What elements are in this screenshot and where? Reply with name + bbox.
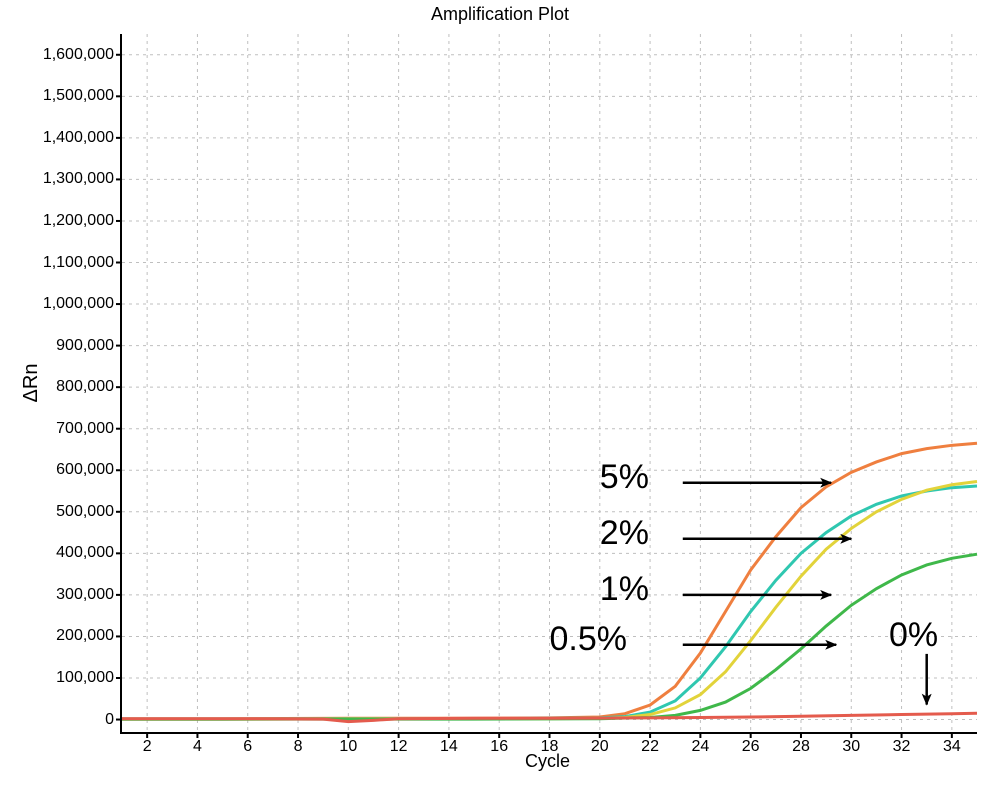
x-tick-label: 28 — [792, 732, 810, 756]
y-tick-label: 900,000 — [56, 337, 122, 355]
y-tick-label: 200,000 — [56, 627, 122, 645]
annotation-label: 5% — [600, 458, 649, 497]
x-tick-label: 30 — [842, 732, 860, 756]
plot-area: 0100,000200,000300,000400,000500,000600,… — [120, 34, 977, 734]
x-tick-label: 10 — [339, 732, 357, 756]
y-tick-label: 100,000 — [56, 669, 122, 687]
x-tick-label: 6 — [243, 732, 252, 756]
amplification-plot: Amplification Plot ΔRn Cycle 0100,000200… — [0, 0, 1000, 793]
y-tick-label: 400,000 — [56, 544, 122, 562]
y-tick-label: 1,000,000 — [43, 295, 122, 313]
x-tick-label: 20 — [591, 732, 609, 756]
x-tick-label: 12 — [390, 732, 408, 756]
x-tick-label: 16 — [490, 732, 508, 756]
y-tick-label: 1,300,000 — [43, 170, 122, 188]
x-tick-label: 34 — [943, 732, 961, 756]
x-tick-label: 26 — [742, 732, 760, 756]
y-tick-label: 500,000 — [56, 503, 122, 521]
x-tick-label: 22 — [641, 732, 659, 756]
x-tick-label: 32 — [893, 732, 911, 756]
y-tick-label: 1,200,000 — [43, 212, 122, 230]
y-tick-label: 1,100,000 — [43, 254, 122, 272]
y-tick-label: 300,000 — [56, 586, 122, 604]
x-tick-label: 8 — [294, 732, 303, 756]
y-tick-label: 0 — [105, 711, 122, 729]
x-tick-label: 4 — [193, 732, 202, 756]
annotation-label: 1% — [600, 570, 649, 609]
y-tick-label: 1,500,000 — [43, 87, 122, 105]
annotation-label: 2% — [600, 514, 649, 553]
y-tick-label: 700,000 — [56, 420, 122, 438]
y-tick-label: 1,400,000 — [43, 129, 122, 147]
y-tick-label: 1,600,000 — [43, 46, 122, 64]
chart-title: Amplification Plot — [0, 4, 1000, 25]
x-tick-label: 24 — [691, 732, 709, 756]
y-tick-label: 600,000 — [56, 461, 122, 479]
annotation-label: 0.5% — [550, 620, 628, 659]
x-tick-label: 14 — [440, 732, 458, 756]
y-tick-label: 800,000 — [56, 378, 122, 396]
annotation-label: 0% — [889, 616, 938, 655]
y-axis-label: ΔRn — [20, 364, 43, 403]
x-tick-label: 2 — [143, 732, 152, 756]
x-tick-label: 18 — [541, 732, 559, 756]
